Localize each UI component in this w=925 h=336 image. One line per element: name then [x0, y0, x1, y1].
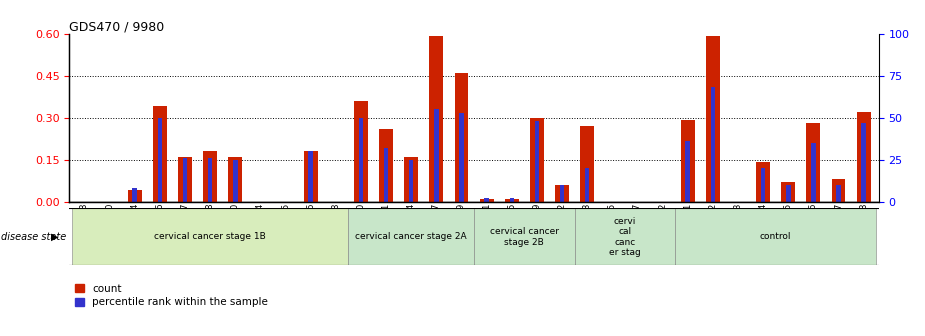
Bar	[480, 199, 494, 202]
Text: disease state: disease state	[1, 232, 67, 242]
Bar	[585, 168, 589, 202]
Bar	[454, 73, 468, 202]
Bar	[179, 157, 191, 202]
Bar	[510, 198, 514, 202]
Bar	[157, 118, 162, 202]
Bar	[675, 208, 876, 265]
Bar	[459, 113, 463, 202]
Bar	[857, 112, 870, 202]
Bar	[72, 208, 349, 265]
Text: control: control	[760, 233, 792, 241]
Bar	[409, 160, 413, 202]
Bar	[434, 109, 438, 202]
Bar	[807, 123, 820, 202]
Bar	[832, 179, 845, 202]
Bar	[757, 162, 770, 202]
Bar	[505, 199, 519, 202]
Bar	[836, 185, 841, 202]
Bar	[354, 101, 368, 202]
Bar	[132, 188, 137, 202]
Bar	[560, 185, 564, 202]
Bar	[128, 191, 142, 202]
Bar	[574, 208, 675, 265]
Bar	[384, 148, 388, 202]
Text: cervical cancer stage 2A: cervical cancer stage 2A	[355, 233, 467, 241]
Bar	[535, 121, 539, 202]
Bar	[429, 36, 443, 202]
Bar	[204, 151, 217, 202]
Text: GDS470 / 9980: GDS470 / 9980	[69, 20, 165, 34]
Text: cervical cancer
stage 2B: cervical cancer stage 2B	[490, 227, 559, 247]
Bar	[761, 168, 765, 202]
Bar	[359, 118, 364, 202]
Bar	[228, 157, 242, 202]
Bar	[404, 157, 418, 202]
Text: ▶: ▶	[51, 232, 58, 242]
Bar	[379, 129, 393, 202]
Bar	[786, 185, 791, 202]
Bar	[580, 126, 594, 202]
Bar	[782, 182, 796, 202]
Bar	[474, 208, 574, 265]
Bar	[861, 123, 866, 202]
Bar	[685, 141, 690, 202]
Bar	[349, 208, 474, 265]
Text: cervical cancer stage 1B: cervical cancer stage 1B	[154, 233, 266, 241]
Bar	[710, 87, 715, 202]
Bar	[308, 151, 313, 202]
Bar	[208, 158, 213, 202]
Bar	[183, 158, 187, 202]
Text: cervi
cal
canc
er stag: cervi cal canc er stag	[609, 217, 641, 257]
Bar	[530, 118, 544, 202]
Bar	[303, 151, 317, 202]
Bar	[681, 120, 695, 202]
Bar	[485, 198, 489, 202]
Legend: count, percentile rank within the sample: count, percentile rank within the sample	[75, 284, 268, 307]
Bar	[153, 107, 166, 202]
Bar	[555, 185, 569, 202]
Bar	[233, 160, 238, 202]
Bar	[706, 36, 720, 202]
Bar	[811, 143, 816, 202]
